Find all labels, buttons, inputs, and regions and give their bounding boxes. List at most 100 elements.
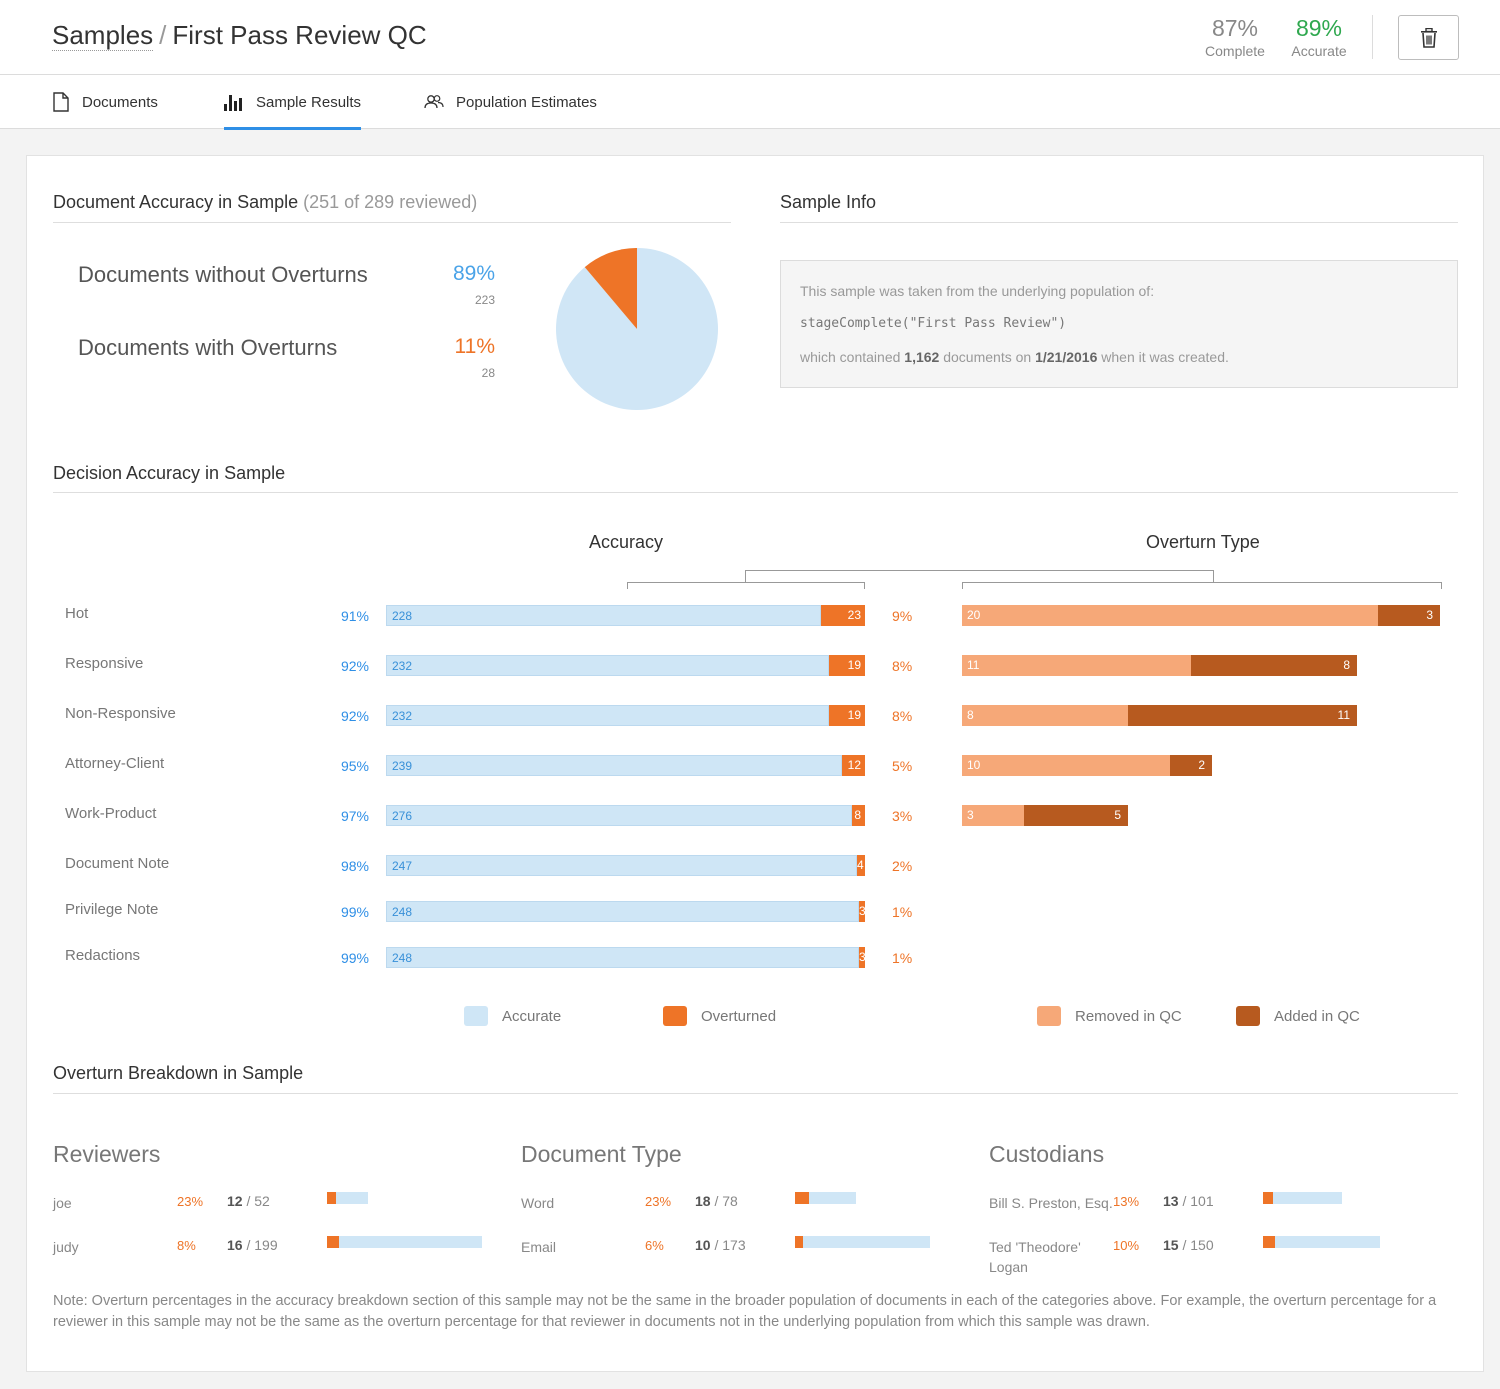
breakdown-row-count: 13 xyxy=(1163,1193,1179,1209)
sample-info-text: which contained xyxy=(800,349,901,365)
sample-info-query: stageComplete("First Pass Review") xyxy=(800,316,1067,331)
breakdown-row-bar xyxy=(1263,1192,1342,1204)
breakdown-row-count: 16 xyxy=(227,1237,243,1253)
accurate-bar: 232 xyxy=(386,705,829,726)
complete-label: Complete xyxy=(1205,43,1265,59)
section-divider xyxy=(53,1093,1458,1094)
accurate-pct: 92% xyxy=(340,708,369,724)
breakdown-row-name[interactable]: Bill S. Preston, Esq. xyxy=(989,1195,1113,1211)
document-icon xyxy=(53,92,69,112)
overturned-pct: 1% xyxy=(892,950,913,966)
legend-swatch xyxy=(1236,1006,1260,1026)
added-in-qc-bar: 5 xyxy=(1024,805,1128,826)
removed-in-qc-bar: 20 xyxy=(962,605,1378,626)
breakdown-row-name[interactable]: Email xyxy=(521,1239,557,1255)
breakdown-row-name[interactable]: Ted 'Theodore' Logan xyxy=(989,1239,1081,1275)
accurate-bar: 248 xyxy=(386,947,859,968)
legend-overturned: Overturned xyxy=(663,1006,776,1026)
tab-population-estimates[interactable]: Population Estimates xyxy=(424,75,597,129)
removed-in-qc-bar: 10 xyxy=(962,755,1170,776)
overturned-bar: 8 xyxy=(852,805,865,826)
overturn-breakdown-title: Overturn Breakdown in Sample xyxy=(53,1063,304,1083)
breakdown-row-fraction: 15 / 150 xyxy=(1163,1237,1214,1253)
breakdown-row-bar xyxy=(327,1192,368,1204)
decision-row-label: Non-Responsive xyxy=(65,705,176,722)
accurate-pct: 91% xyxy=(340,608,369,624)
sample-info-text: when it was created. xyxy=(1101,349,1229,365)
breakdown-heading: Reviewers xyxy=(53,1141,161,1167)
overturned-bar: 3 xyxy=(859,947,865,968)
breadcrumb-samples-link[interactable]: Samples xyxy=(52,20,154,51)
delete-button[interactable] xyxy=(1398,15,1459,60)
document-accuracy-pie-chart xyxy=(556,248,718,410)
complete-stat: 87% Complete xyxy=(1200,14,1270,60)
sample-info-date: 1/21/2016 xyxy=(1035,349,1098,365)
breakdown-row-fraction: 18 / 78 xyxy=(695,1193,738,1209)
accurate-bar: 239 xyxy=(386,755,842,776)
breakdown-row-total: / 173 xyxy=(714,1237,746,1253)
breakdown-row-bar-fill xyxy=(795,1192,809,1204)
accurate-stat: 89% Accurate xyxy=(1284,14,1354,60)
legend-label: Added in QC xyxy=(1274,1007,1360,1025)
accurate-pct: 99% xyxy=(340,950,369,966)
breakdown-row-name[interactable]: Word xyxy=(521,1195,555,1211)
with-overturns-label: Documents with Overturns xyxy=(78,335,338,360)
added-in-qc-bar: 2 xyxy=(1170,755,1212,776)
breakdown-row-pct: 6% xyxy=(645,1238,664,1253)
sample-info-title: Sample Info xyxy=(780,192,877,212)
decision-row-label: Attorney-Client xyxy=(65,755,165,772)
breakdown-row-pct: 23% xyxy=(177,1194,204,1209)
tab-population-estimates-label: Population Estimates xyxy=(456,93,597,111)
breakdown-row-name[interactable]: joe xyxy=(53,1195,72,1211)
overturned-pct: 5% xyxy=(892,758,913,774)
overturned-pct: 8% xyxy=(892,658,913,674)
header-divider xyxy=(1372,15,1373,59)
without-overturns-count: 223 xyxy=(474,293,495,307)
tab-sample-results[interactable]: Sample Results xyxy=(224,75,362,130)
trash-icon xyxy=(1420,27,1437,48)
accuracy-bracket xyxy=(627,582,865,589)
legend-added-in-qc: Added in QC xyxy=(1236,1006,1360,1026)
overturned-bar: 19 xyxy=(829,655,865,676)
breakdown-row-fraction: 10 / 173 xyxy=(695,1237,746,1253)
added-in-qc-bar: 11 xyxy=(1128,705,1357,726)
breakdown-row-count: 15 xyxy=(1163,1237,1179,1253)
breakdown-row-bar-fill xyxy=(327,1192,336,1204)
breakdown-row-total: / 52 xyxy=(246,1193,270,1209)
accurate-bar: 276 xyxy=(386,805,852,826)
section-divider xyxy=(780,222,1458,223)
without-overturns-label: Documents without Overturns xyxy=(78,262,368,287)
breakdown-row-total: / 78 xyxy=(714,1193,738,1209)
removed-in-qc-bar: 11 xyxy=(962,655,1191,676)
breakdown-row-bar xyxy=(795,1192,856,1204)
tab-documents[interactable]: Documents xyxy=(52,75,158,129)
breakdown-heading: Document Type xyxy=(521,1141,682,1167)
added-in-qc-bar: 8 xyxy=(1191,655,1357,676)
overturned-bar: 3 xyxy=(859,901,865,922)
legend-swatch xyxy=(464,1006,488,1026)
breakdown-row-pct: 8% xyxy=(177,1238,196,1253)
with-overturns-count: 28 xyxy=(481,366,495,380)
overturned-bar: 4 xyxy=(857,855,865,876)
section-divider xyxy=(53,492,1458,493)
decision-row-label: Redactions xyxy=(65,947,141,964)
accurate-value: 89% xyxy=(1295,15,1343,41)
overturned-pct: 2% xyxy=(892,858,913,874)
doc-accuracy-subtitle: (251 of 289 reviewed) xyxy=(303,192,478,212)
results-card: Document Accuracy in Sample (251 of 289 … xyxy=(26,155,1484,1372)
breakdown-row-pct: 13% xyxy=(1113,1194,1140,1209)
sample-info-box: This sample was taken from the underlyin… xyxy=(780,260,1458,388)
legend-label: Accurate xyxy=(502,1007,562,1025)
legend-swatch xyxy=(1037,1006,1061,1026)
breakdown-row-name[interactable]: judy xyxy=(53,1239,79,1255)
added-in-qc-bar: 3 xyxy=(1378,605,1440,626)
accurate-pct: 98% xyxy=(340,858,369,874)
overturn-type-bracket xyxy=(962,582,1442,589)
sample-info-line3: which contained 1,162 documents on 1/21/… xyxy=(800,347,1438,380)
accuracy-column-header: Accuracy xyxy=(589,532,664,552)
accurate-bar: 232 xyxy=(386,655,829,676)
breakdown-row-bar-fill xyxy=(795,1236,803,1248)
accurate-label: Accurate xyxy=(1291,43,1347,59)
accurate-pct: 99% xyxy=(340,904,369,920)
decision-row-label: Hot xyxy=(65,605,89,622)
